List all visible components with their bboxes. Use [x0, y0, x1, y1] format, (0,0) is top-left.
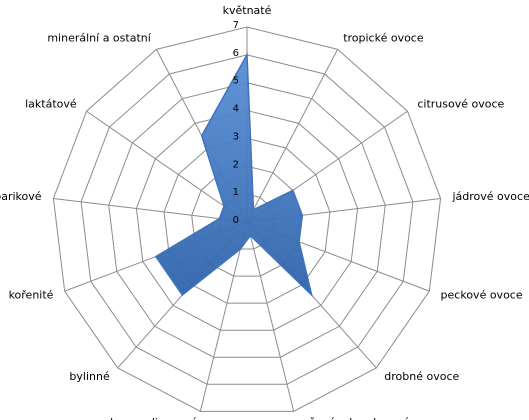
r-tick-label: 0: [233, 215, 239, 226]
series-area: [154, 52, 313, 298]
r-tick-label: 7: [233, 20, 239, 31]
grid-line: [135, 110, 359, 331]
grid-line: [163, 137, 331, 304]
category-label: citrusové ovoce: [417, 97, 504, 110]
axis-spoke: [246, 221, 295, 412]
r-tick-label: 3: [233, 131, 239, 142]
grid-line: [52, 26, 442, 412]
r-tick-label: 1: [233, 187, 239, 198]
category-label: květnaté: [223, 4, 272, 17]
grid-line: [108, 82, 386, 358]
r-tick-label: 6: [233, 48, 239, 59]
axis-spoke: [246, 49, 339, 223]
r-tick-label: 2: [233, 159, 239, 170]
category-label: barikové: [0, 190, 42, 203]
category-label: karamelizované: [110, 416, 198, 420]
r-tick-label: 5: [233, 76, 239, 87]
category-label: bylinné: [69, 370, 110, 383]
axis-spoke: [199, 221, 248, 412]
category-label: drobné ovoce: [384, 370, 459, 383]
category-label: peckové ovoce: [441, 288, 523, 301]
category-label: minerální a ostatní: [47, 32, 151, 45]
category-label: kořenité: [9, 288, 54, 301]
category-label: sušené a kandované ovoce: [297, 416, 447, 420]
axis-spoke: [86, 110, 248, 223]
axis-spoke: [53, 197, 248, 223]
grid-line: [80, 54, 414, 385]
r-tick-label: 4: [233, 104, 239, 115]
category-label: laktátové: [25, 97, 77, 110]
category-label: jádrové ovoce: [451, 190, 529, 203]
category-label: tropické ovoce: [343, 32, 424, 45]
